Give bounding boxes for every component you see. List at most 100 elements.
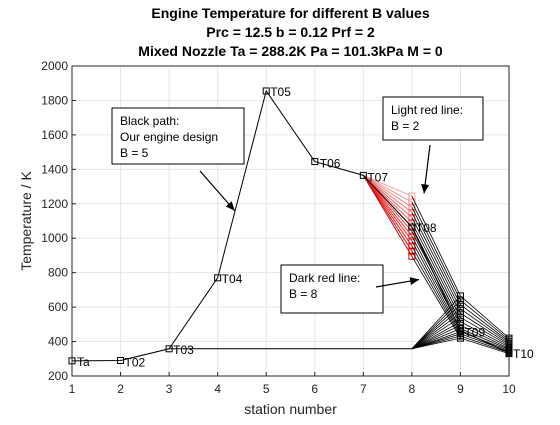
chart-title-line: Mixed Nozzle Ta = 288.2K Pa = 101.3kPa M… [138, 43, 443, 59]
b-line-bypass-5 [411, 321, 461, 350]
b-marker-t09 [456, 305, 464, 313]
b-marker-t09 [456, 313, 464, 321]
x-tick-label: 6 [311, 382, 318, 396]
b-line-nozzle-3 [460, 304, 510, 342]
b-line-nozzle-6 [460, 328, 510, 350]
annotation-text: B = 2 [391, 119, 420, 133]
station-label: T05 [270, 85, 291, 99]
annotation-text: Black path: [120, 114, 179, 128]
station-marker [165, 345, 173, 353]
y-tick-label: 200 [48, 369, 68, 383]
x-tick-label: 7 [360, 382, 367, 396]
annotation-box [280, 264, 384, 314]
x-tick-label: 10 [502, 382, 516, 396]
station-label: T03 [173, 343, 194, 357]
b-line-nozzle-3.5 [460, 308, 510, 344]
station-marker [456, 326, 464, 334]
annotation-text: Light red line: [391, 103, 463, 117]
b-line-bypass-8 [411, 337, 461, 350]
b-line-bypass-2 [411, 295, 461, 350]
b-line-nozzle-4 [460, 312, 510, 345]
b-line-mix-2.5 [411, 201, 461, 301]
b-marker-t09 [456, 292, 464, 300]
b-line-mix-3 [411, 207, 461, 305]
axis-ticks: 1 2 3 4 5 6 7 8 9 10 200 400 600 800 1000 1200 1400 1600 1… [41, 59, 516, 396]
b-line-bypass-2.5 [411, 299, 461, 350]
x-axis-label: station number [244, 401, 337, 417]
annotation-arrow-head [421, 184, 430, 194]
x-tick-label: 5 [263, 382, 270, 396]
b-marker-t09 [456, 334, 464, 342]
station-label: T07 [367, 170, 388, 184]
b-line-nozzle-7.5 [460, 335, 510, 353]
y-tick-label: 800 [48, 266, 68, 280]
station-label: T08 [416, 221, 437, 235]
y-tick-label: 2000 [41, 59, 68, 73]
annotation-text: Our engine design [120, 130, 218, 144]
b-line-mix-4.5 [411, 222, 461, 318]
station-marker [311, 158, 319, 166]
b-line-mix-2 [411, 195, 461, 297]
b-line-turbine-4.5 [362, 175, 413, 223]
b-line-turbine-8 [362, 175, 413, 257]
series-lines [71, 89, 510, 362]
annotation-arrow-head [409, 277, 420, 286]
b-line-mix-7 [411, 245, 461, 334]
station-marker [408, 223, 416, 231]
station-label: T06 [320, 157, 341, 171]
b-line-mix-7.5 [411, 250, 461, 337]
station-label: T02 [125, 356, 146, 370]
b-line-turbine-4 [363, 174, 413, 218]
b-line-mix-5 [411, 226, 461, 322]
b-line-mix-3.5 [411, 212, 461, 310]
b-line-mix-8 [411, 256, 461, 339]
chart-title-line: Engine Temperature for different B value… [151, 5, 429, 21]
station-marker [214, 274, 222, 282]
b-line-turbine-3 [363, 174, 413, 208]
b-line-mix-6.5 [411, 240, 461, 332]
chart-title-group: Engine Temperature for different B value… [138, 5, 443, 59]
annotation-text: B = 8 [289, 287, 318, 301]
annotation-text: B = 5 [120, 146, 149, 160]
b-marker-t09 [456, 301, 464, 309]
plot-frame [71, 65, 510, 377]
annotation-box [111, 107, 245, 165]
y-tick-label: 1400 [41, 162, 68, 176]
annotation-arrow-head [225, 201, 235, 211]
b-line-bypass-3 [411, 304, 461, 350]
station-marker [262, 87, 270, 95]
b-marker-t08 [408, 218, 416, 226]
chart-title-line: Prc = 12.5 b = 0.12 Prf = 2 [206, 24, 375, 40]
b-line-bypass-5.5 [411, 324, 461, 350]
x-tick-label: 8 [409, 382, 416, 396]
y-axis-label: Temperature / K [18, 171, 34, 271]
b-line-nozzle-4.5 [460, 317, 510, 347]
station-label-group: Ta T02 T03 T04 T05 T06 T07 T08 T09 T10 [77, 85, 534, 370]
b-line-turbine-2.5 [363, 174, 413, 203]
x-tick-label: 2 [117, 382, 124, 396]
station-label: T10 [513, 347, 534, 361]
b-line-nozzle-8 [460, 337, 510, 354]
station-marker [359, 171, 367, 179]
b-marker-t08 [408, 227, 416, 235]
b-line-nozzle-2 [460, 295, 510, 339]
b-line-nozzle-5 [460, 321, 510, 348]
y-tick-label: 1000 [41, 231, 68, 245]
x-tick-label: 9 [457, 382, 464, 396]
b-marker-t09 [456, 296, 464, 304]
b-line-turbine-2 [363, 174, 413, 197]
b-line-nozzle-5.5 [460, 324, 510, 349]
x-tick-label: 4 [214, 382, 221, 396]
b-line-bypass-3.5 [411, 308, 461, 350]
y-tick-label: 600 [48, 300, 68, 314]
b-line-bypass-6 [411, 328, 461, 350]
station-label: T09 [464, 325, 485, 339]
y-tick-label: 1600 [41, 128, 68, 142]
b-line-nozzle-2.5 [460, 299, 510, 341]
station-marker [117, 357, 125, 364]
y-tick-label: 1200 [41, 197, 68, 211]
station-label: T04 [222, 272, 243, 286]
annotation-box [382, 96, 484, 141]
